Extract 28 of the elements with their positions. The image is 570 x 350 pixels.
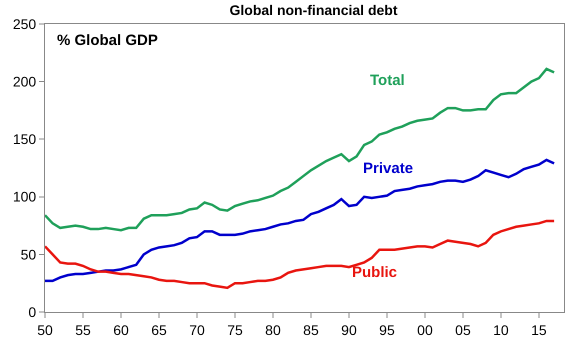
x-tick-label: 60 — [113, 322, 129, 338]
line-series — [45, 68, 556, 232]
line-series — [45, 158, 556, 282]
y-tick-label: 0 — [28, 304, 36, 320]
x-tick-label: 10 — [493, 322, 509, 338]
chart-title: Global non-financial debt — [230, 2, 398, 18]
x-tick-label: 00 — [417, 322, 433, 338]
series-label: Public — [352, 264, 398, 281]
line-series — [45, 220, 556, 290]
y-tick-label: 50 — [20, 246, 36, 262]
x-tick-label: 55 — [75, 322, 91, 338]
x-tick-label: 75 — [227, 322, 243, 338]
y-axis-title: % Global GDP — [57, 32, 158, 49]
x-tick-label: 15 — [531, 322, 547, 338]
x-tick-label: 85 — [303, 322, 319, 338]
y-tick-label: 100 — [12, 188, 36, 205]
x-tick-label: 70 — [189, 322, 205, 338]
x-tick-label: 05 — [455, 322, 471, 338]
x-tick-label: 65 — [151, 322, 167, 338]
x-tick-label: 90 — [341, 322, 357, 338]
y-tick-label: 200 — [12, 74, 36, 90]
x-tick-label: 95 — [379, 322, 395, 338]
y-tick-label: 250 — [12, 16, 36, 32]
y-tick-label: 150 — [12, 131, 36, 148]
series-label: Private — [363, 160, 414, 177]
text: Total — [370, 72, 405, 89]
x-tick-label: 80 — [265, 322, 281, 338]
x-tick-label: 50 — [37, 322, 53, 338]
